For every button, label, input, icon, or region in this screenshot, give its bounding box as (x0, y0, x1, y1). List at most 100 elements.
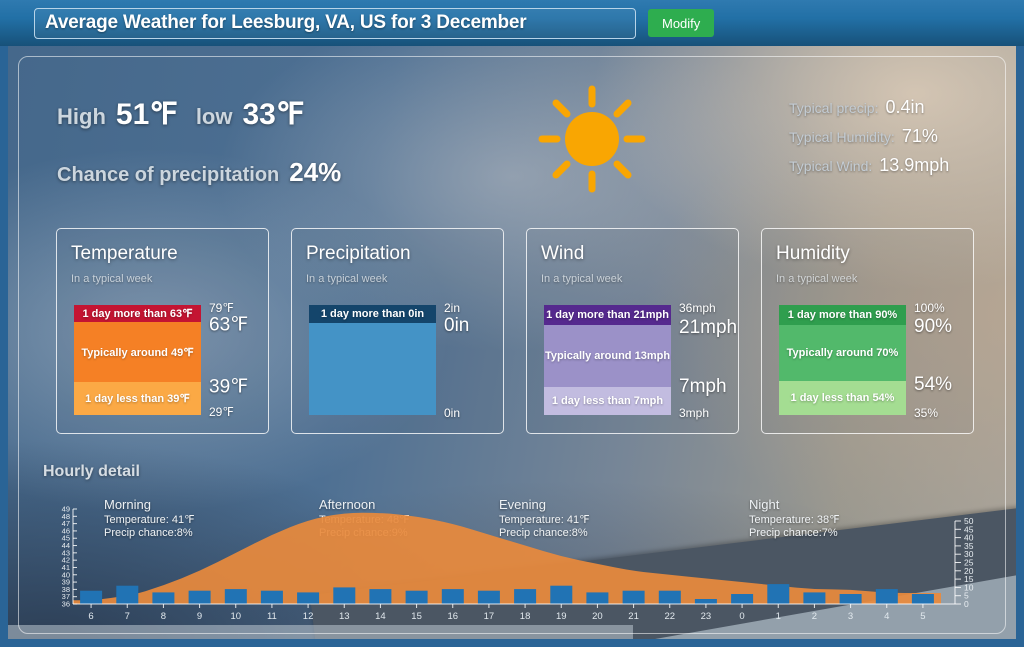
precip-bar-hour-8 (152, 592, 175, 604)
bar-axis-label: 3mph (679, 406, 710, 420)
bar-segment-label: 1 day more than 0in (320, 308, 425, 320)
card-title: Precipitation (306, 243, 411, 264)
period-precip: Precip chance:8% (104, 527, 193, 539)
period-temperature: Temperature: 41℉ (104, 514, 195, 526)
hour-label: 10 (230, 611, 241, 622)
left-axis-tick-label: 47 (62, 519, 70, 528)
bar-axis-label: 35% (914, 406, 939, 420)
stat-label: Typical Wind: (789, 158, 873, 174)
period-name: Evening (499, 497, 546, 512)
hour-label: 19 (556, 611, 567, 622)
hour-label: 13 (339, 611, 350, 622)
bar-segment-label: 1 day more than 90% (787, 309, 898, 321)
bar-segment-label: 1 day less than 7mph (551, 395, 664, 407)
period-precip: Precip chance:8% (499, 527, 588, 539)
bar-segment (309, 323, 436, 415)
card-temperature: Temperature In a typical week 1 day more t… (56, 228, 269, 434)
typical-stat-row: Typical Wind: 13.9mph (789, 155, 949, 176)
bar-axis-label: 7mph (679, 376, 727, 397)
left-axis-tick-label: 40 (62, 570, 70, 579)
bar-segment-label: Typically around 49℉ (81, 346, 194, 359)
hour-label: 22 (664, 611, 675, 622)
stat-value: 13.9mph (879, 155, 950, 175)
right-axis-tick-label: 40 (964, 533, 974, 543)
bar-axis-label: 54% (914, 374, 953, 395)
right-axis-tick-label: 50 (964, 516, 974, 526)
precip-bar-hour-12 (297, 592, 320, 604)
period-precip: Precip chance:7% (749, 527, 838, 539)
bar-axis-label: 39℉ (209, 376, 249, 398)
bar-segment: 1 day less than 39℉ (74, 382, 201, 415)
hourly-chart: 4948474645444342414039383736504540353025… (62, 505, 974, 622)
precip-bar-hour-21 (622, 590, 645, 604)
right-axis-tick-label: 5 (964, 591, 969, 601)
precip-chance-value: 24% (289, 157, 342, 187)
bar-segment: Typically around 49℉ (74, 322, 201, 382)
right-axis-tick-label: 35 (964, 541, 974, 551)
location-search-input[interactable] (34, 7, 636, 39)
bar-segment: 1 day more than 0in (309, 305, 436, 323)
card-precipitation: Precipitation In a typical week 1 day more… (291, 228, 504, 434)
weekly-cards: Temperature In a typical week 1 day more t… (56, 228, 974, 434)
card-bar-chart: 1 day more than 90% Typically around 70% 1… (779, 301, 980, 420)
high-value: 51℉ (115, 98, 178, 131)
precip-bar-hour-7 (116, 585, 139, 604)
hour-label: 9 (197, 611, 202, 622)
hour-label: 0 (739, 611, 744, 622)
precip-bar-hour-18 (514, 589, 537, 604)
temperature-area (73, 512, 941, 604)
bar-axis-label: 79℉ (209, 301, 234, 315)
hour-label: 20 (592, 611, 603, 622)
left-axis-tick-label: 41 (62, 563, 70, 572)
bar-axis-labels: 36mph 21mph 7mph 3mph (679, 301, 745, 420)
card-subtitle: In a typical week (71, 273, 153, 285)
stacked-bar: 1 day more than 0in (309, 305, 436, 415)
hour-label: 7 (125, 611, 130, 622)
precip-bar-hour-3 (839, 594, 862, 604)
precip-bar-hour-20 (586, 592, 609, 604)
bar-axis-label: 36mph (679, 301, 716, 315)
stat-label: Typical precip: (789, 100, 879, 116)
left-axis-tick-label: 37 (62, 592, 70, 601)
hour-label: 11 (267, 611, 277, 622)
hour-label: 21 (628, 611, 639, 622)
stat-value: 0.4in (885, 97, 925, 117)
bar-segment-label: 1 day more than 21mph (546, 309, 669, 321)
modify-button[interactable]: Modify (648, 9, 715, 37)
sun-icon (538, 85, 646, 193)
period-name: Morning (104, 497, 151, 512)
right-axis-tick-label: 45 (964, 524, 974, 534)
precip-bar-hour-2 (803, 592, 826, 604)
hour-label: 17 (484, 611, 495, 622)
card-humidity: Humidity In a typical week 1 day more than… (761, 228, 974, 434)
card-subtitle: In a typical week (776, 273, 858, 285)
precip-bar-hour-5 (911, 594, 934, 604)
precip-bar-hour-4 (875, 589, 898, 604)
left-axis-tick-label: 46 (62, 526, 70, 535)
bar-axis-label: 29℉ (209, 405, 234, 419)
hour-label: 12 (303, 611, 314, 622)
bar-axis-label: 2in (444, 301, 461, 315)
bar-segment: Typically around 70% (779, 325, 906, 381)
precip-bar-hour-23 (694, 599, 717, 604)
precip-bar-hour-1 (767, 584, 790, 604)
bar-axis-label: 0in (444, 406, 461, 420)
low-label: low (195, 104, 233, 129)
hour-label: 5 (920, 611, 925, 622)
hour-label: 18 (520, 611, 531, 622)
bar-segment-label: 1 day more than 63℉ (82, 308, 193, 320)
right-axis-tick-label: 15 (964, 574, 974, 584)
period-night: Night Temperature: 38℉ Precip chance:7% (749, 497, 840, 539)
bar-axis-label: 90% (914, 316, 953, 337)
card-title: Temperature (71, 243, 178, 264)
card-title: Humidity (776, 243, 850, 264)
period-morning: Morning Temperature: 41℉ Precip chance:8% (104, 497, 195, 539)
low-value: 33℉ (242, 98, 305, 131)
hour-label: 1 (776, 611, 781, 622)
typical-stat-row: Typical precip: 0.4in (789, 97, 949, 118)
bar-segment: 1 day more than 21mph (544, 305, 671, 325)
bar-axis-labels: 2in 0in 0in (444, 301, 510, 420)
bar-axis-label: 100% (914, 301, 945, 315)
precip-bar-hour-13 (333, 587, 356, 604)
bar-segment: 1 day less than 54% (779, 381, 906, 415)
